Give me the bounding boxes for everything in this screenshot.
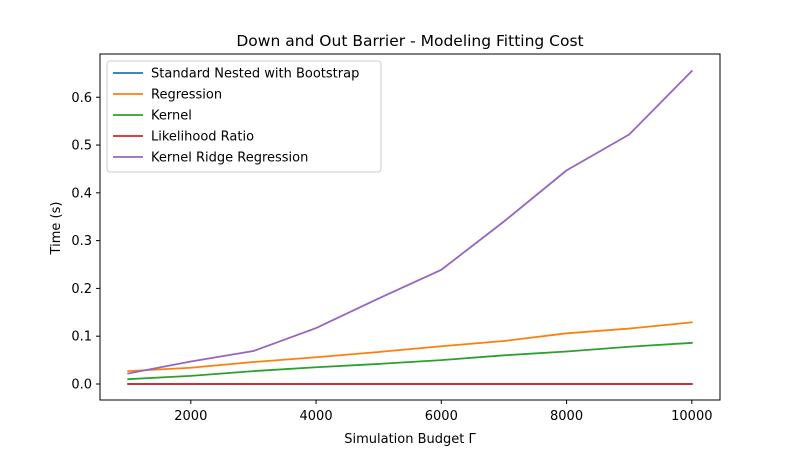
y-tick-label-4: 0.4: [71, 186, 92, 201]
y-tick-label-5: 0.5: [71, 139, 92, 154]
y-tick-label-3: 0.3: [71, 234, 92, 249]
y-tick-label-0: 0.0: [71, 377, 92, 392]
plot-frame: [99, 53, 721, 401]
y-tick-label-6: 0.6: [71, 91, 92, 106]
x-tick-label-1: 4000: [300, 409, 333, 424]
legend-label-3: Likelihood Ratio: [151, 130, 254, 145]
series-line-2: [127, 341, 693, 381]
x-tick-label-0: 2000: [174, 409, 207, 424]
x-tick-label-2: 6000: [425, 409, 458, 424]
legend-box: [106, 60, 382, 173]
x-tick-label-3: 8000: [550, 409, 583, 424]
x-axis-label: Simulation Budget Γ: [344, 432, 476, 447]
legend-label-2: Kernel: [151, 109, 192, 124]
chart-title: Down and Out Barrier - Modeling Fitting …: [236, 32, 583, 50]
legend-label-0: Standard Nested with Bootstrap: [151, 67, 359, 82]
y-tick-label-2: 0.2: [71, 282, 92, 297]
plot-area: 2000 4000 6000 8000 10000 0.0 0.1 0.2 0.3 0.4 0.5 0…: [71, 53, 721, 424]
legend-label-4: Kernel Ridge Regression: [151, 151, 308, 166]
y-tick-label-1: 0.1: [71, 330, 92, 345]
legend-label-1: Regression: [151, 88, 222, 103]
series-line-1: [127, 321, 693, 373]
y-axis-label: Time (s): [49, 202, 64, 256]
x-tick-label-4: 10000: [671, 409, 712, 424]
series-line-4: [127, 69, 694, 375]
legend: Standard Nested with Bootstrap Regression…: [106, 60, 382, 173]
